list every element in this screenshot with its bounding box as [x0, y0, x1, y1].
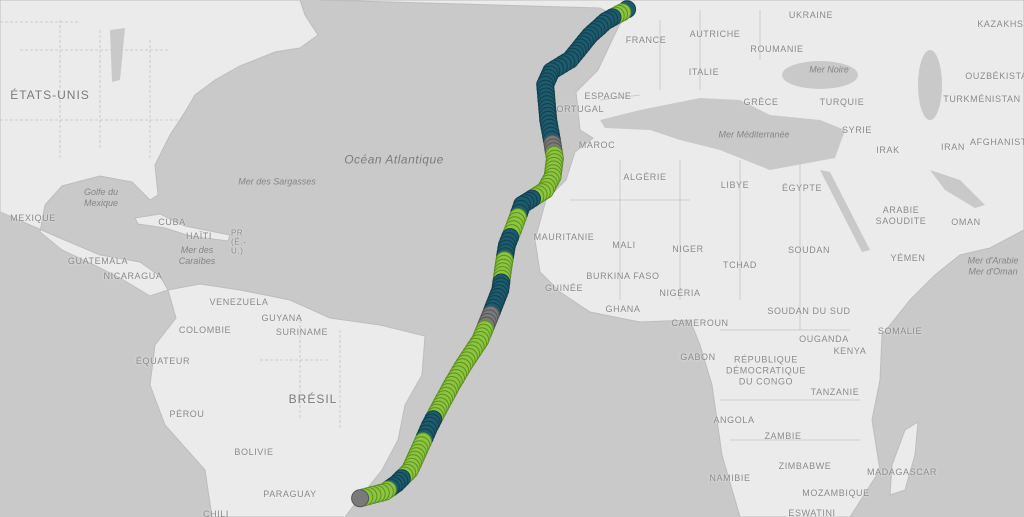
label-zambie: ZAMBIE	[764, 431, 802, 441]
label-mexique: MEXIQUE	[10, 213, 56, 223]
label-pr: PR (É.-U.)	[231, 228, 247, 256]
label-cuba: CUBA	[158, 217, 186, 227]
cuba-land	[134, 213, 231, 242]
label-ouzbekistan: OUZBÉKISTAN	[965, 71, 1024, 81]
label-angola: ANGOLA	[713, 415, 755, 425]
label-yemen: YÉMEN	[890, 253, 926, 263]
label-paraguay: PARAGUAY	[263, 489, 317, 499]
label-guatemala: GUATEMALA	[67, 256, 129, 266]
label-syrie: SYRIE	[841, 125, 873, 135]
label-irak: IRAK	[876, 145, 900, 155]
eurasia-africa-land	[319, 0, 1024, 517]
label-somalie: SOMALIE	[877, 326, 923, 336]
label-mer-darabie: Mer d'Arabie	[967, 255, 1019, 266]
label-turquie: TURQUIE	[819, 97, 865, 107]
label-bresil: BRÉSIL	[288, 392, 338, 406]
persian-gulf	[930, 170, 985, 208]
label-kazakhstan: KAZAKHSTAN	[977, 19, 1024, 29]
label-madagascar: MADAGASCAR	[866, 467, 938, 477]
label-espagne: ESPAGNE	[584, 91, 632, 101]
label-guinee: GUINÉE	[544, 283, 584, 293]
label-equateur: ÉQUATEUR	[135, 356, 191, 366]
label-nigeria: NIGÉRIA	[659, 288, 701, 298]
label-namibie: NAMIBIE	[709, 473, 751, 483]
label-ukraine: UKRAINE	[788, 10, 834, 20]
label-oman: OMAN	[951, 217, 981, 227]
label-bolivie: BOLIVIE	[234, 447, 274, 457]
label-nicaragua: NICARAGUA	[103, 271, 163, 281]
label-tanzanie: TANZANIE	[810, 387, 860, 397]
label-autriche: AUTRICHE	[689, 29, 741, 39]
black-sea	[782, 61, 858, 89]
label-mauritanie: MAURITANIE	[533, 232, 595, 242]
label-etats-unis: ÉTATS-UNIS	[10, 88, 90, 102]
label-mer-doman: Mer d'Oman	[968, 266, 1018, 277]
label-colombie: COLOMBIE	[178, 325, 232, 335]
label-rdc: RÉPUBLIQUE DÉMOCRATIQUE DU CONGO	[726, 354, 807, 387]
label-kenya: KENYA	[833, 346, 867, 356]
label-algerie: ALGÉRIE	[623, 172, 667, 182]
label-burkina-faso: BURKINA FASO	[586, 271, 660, 281]
label-arabie-saoudite: ARABIE SAOUDITE	[875, 205, 927, 226]
label-afghanistan: AFGHANISTAN	[970, 137, 1024, 147]
label-perou: PÉROU	[169, 409, 205, 419]
label-eswatini: ESWATINI	[788, 508, 836, 517]
state-borders	[0, 20, 341, 430]
label-mer-noire: Mer Noire	[809, 64, 849, 75]
country-borders	[570, 10, 860, 441]
label-golfe-du-mexique: Golfe du Mexique	[83, 187, 119, 208]
label-roumanie: ROUMANIE	[750, 44, 804, 54]
label-italie: ITALIE	[688, 67, 720, 77]
label-cameroun: CAMEROUN	[671, 318, 729, 328]
label-mali: MALI	[612, 240, 636, 250]
south-america-land	[149, 283, 426, 517]
label-ocean-atlantique: Océan Atlantique	[344, 152, 444, 167]
label-tchad: TCHAD	[723, 260, 757, 270]
label-turkmenistan: TURKMÉNISTAN	[943, 94, 1021, 104]
label-mer-des-sargasses: Mer des Sargasses	[238, 176, 316, 187]
red-sea	[820, 170, 870, 252]
mediterranean-sea	[600, 98, 845, 170]
label-egypte: ÉGYPTE	[781, 183, 823, 193]
label-grece: GRÈCE	[743, 97, 779, 107]
label-venezuela: VENEZUELA	[209, 297, 269, 307]
label-guyana: GUYANA	[261, 313, 303, 323]
label-gabon: GABON	[680, 352, 716, 362]
route-marker-gray[interactable]	[351, 489, 370, 508]
label-mozambique: MOZAMBIQUE	[802, 488, 870, 498]
hudson-lakes	[110, 28, 125, 82]
label-haiti: HAÏTI	[185, 231, 213, 241]
label-mer-des-caraibes: Mer des Caraïbes	[178, 245, 216, 266]
label-mer-mediterranee: Mer Méditerranée	[718, 129, 790, 140]
caspian-sea	[918, 50, 942, 120]
label-ghana: GHANA	[605, 304, 641, 314]
label-niger: NIGER	[672, 244, 704, 254]
label-chili: CHILI	[202, 509, 230, 517]
label-soudan-du-sud: SOUDAN DU SUD	[767, 306, 851, 316]
label-suriname: SURINAME	[275, 327, 329, 337]
label-soudan: SOUDAN	[787, 245, 831, 255]
north-america-land	[0, 0, 319, 297]
label-iran: IRAN	[941, 142, 965, 152]
label-maroc: MAROC	[578, 140, 616, 150]
label-portugal: PORTUGAL	[549, 104, 605, 114]
label-zimbabwe: ZIMBABWE	[778, 461, 832, 471]
label-ouganda: OUGANDA	[799, 334, 849, 344]
label-libye: LIBYE	[720, 180, 750, 190]
label-france: FRANCE	[625, 35, 667, 45]
madagascar-land	[889, 421, 919, 496]
